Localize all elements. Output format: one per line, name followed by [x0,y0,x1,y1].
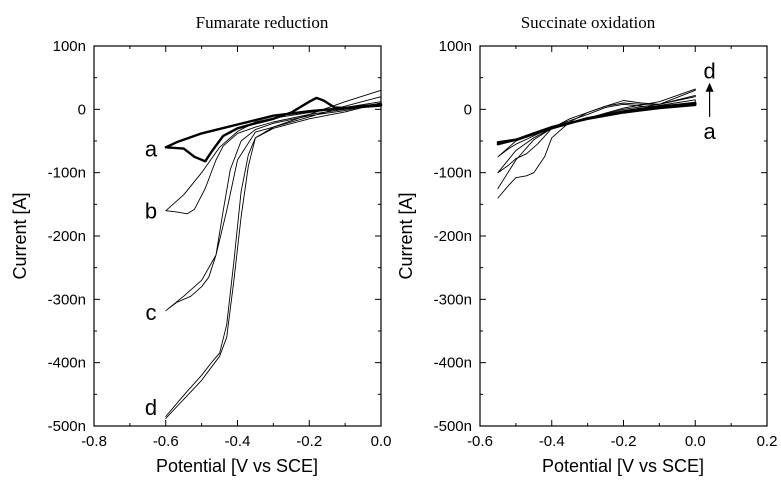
fumarate-plot-frame [93,45,382,427]
cv-trace-d [165,89,382,419]
succinate-panel: Succinate oxidation -0.6 -0.4 -0.2 0.0 0… [396,13,777,476]
cv-trace-a [164,96,383,163]
succinate-y-tick-labels: 100n 0 -100n -200n -300n -400n -500n [434,38,472,435]
y-tick-label: 100n [53,38,86,55]
fumarate-panel: Fumarate reduction -0.8 -0.6 -0.4 -0.2 0… [10,13,391,476]
x-tick-label: -0.4 [539,433,565,450]
curve-label-d: d [145,395,157,420]
y-tick-label: -500n [434,418,472,435]
curve-label-a: a [145,137,158,162]
y-tick-label: -400n [434,355,472,372]
x-tick-label: -0.8 [81,433,107,450]
y-tick-label: 100n [439,38,472,55]
x-tick-label: -0.4 [225,433,251,450]
arrow-label-d: d [703,59,715,84]
x-tick-label: 0.2 [757,433,778,450]
x-tick-label: 0.0 [371,433,392,450]
x-tick-label: 0.0 [685,433,706,450]
y-tick-label: -400n [48,355,86,372]
x-tick-label: -0.6 [153,433,179,450]
fumarate-y-axis-label: Current [A] [10,192,30,279]
arrow-head [705,82,714,92]
y-tick-label: -300n [48,291,86,308]
y-tick-label: -200n [434,228,472,245]
x-tick-label: -0.2 [611,433,637,450]
curve-label-b: b [145,199,157,224]
fumarate-ticks [93,45,382,427]
y-tick-label: 0 [464,101,472,118]
fumarate-traces [164,89,383,419]
fumarate-curve-labels: a b c d [145,137,158,420]
fumarate-title: Fumarate reduction [196,13,329,32]
succinate-x-tick-labels: -0.6 -0.4 -0.2 0.0 0.2 [467,433,777,450]
cv-trace-d [497,88,696,199]
y-tick-label: -100n [48,165,86,182]
x-tick-label: -0.2 [296,433,322,450]
arrow-label-a: a [703,119,716,144]
succinate-title: Succinate oxidation [521,13,656,32]
curve-label-c: c [145,300,156,325]
cv-trace-b [165,101,382,215]
succinate-ticks [479,45,768,427]
fumarate-x-tick-labels: -0.8 -0.6 -0.4 -0.2 0.0 [81,433,391,450]
y-tick-label: -200n [48,228,86,245]
succinate-y-axis-label: Current [A] [396,192,416,279]
y-tick-label: -100n [434,165,472,182]
y-tick-label: -500n [48,418,86,435]
succinate-traces [496,88,697,199]
fumarate-x-axis-label: Potential [V vs SCE] [156,456,318,476]
fumarate-y-tick-labels: 100n 0 -100n -200n -300n -400n -500n [48,38,86,435]
x-tick-label: -0.6 [467,433,493,450]
y-tick-label: 0 [78,101,86,118]
y-tick-label: -300n [434,291,472,308]
cv-trace-c [165,96,382,312]
succinate-x-axis-label: Potential [V vs SCE] [542,456,704,476]
succinate-arrow-annotation: d a [703,59,716,144]
